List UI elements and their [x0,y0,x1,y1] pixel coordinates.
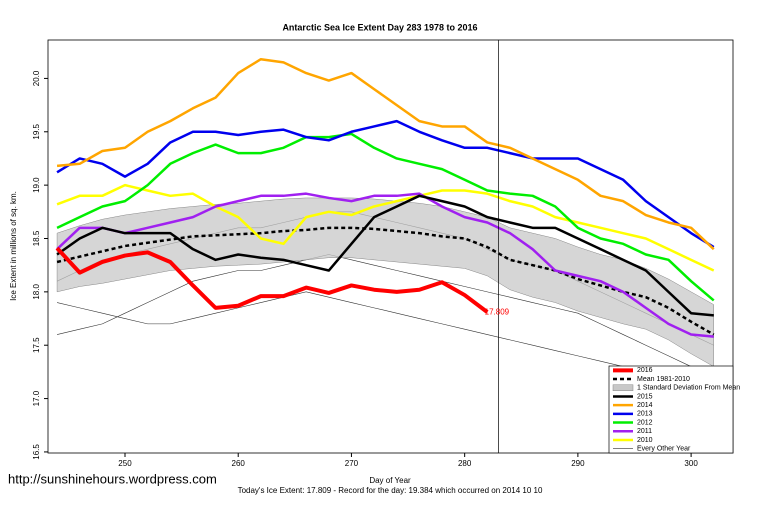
y-tick-label: 16.5 [32,444,41,460]
legend-label: 2014 [637,402,653,409]
watermark: http://sunshinehours.wordpress.com [8,471,217,486]
series-line [56,132,715,302]
subtitle: Today's Ice Extent: 17.809 - Record for … [238,486,543,495]
series-line [56,192,714,338]
other-year-line [56,291,714,410]
y-tick-label: 19.5 [32,123,41,139]
series-line [56,57,715,251]
x-tick-label: 300 [684,459,698,468]
other-year-line [56,254,714,378]
legend-label: 1 Standard Deviation From Mean [637,385,740,392]
annotation: 17.809 [485,307,510,316]
x-axis-label: Day of Year [369,476,411,485]
series-line [56,119,715,249]
y-tick-label: 18.0 [32,284,41,300]
plot-frame [47,39,734,454]
series-line [55,246,489,314]
chart-title: Antarctic Sea Ice Extent Day 283 1978 to… [282,22,477,32]
x-tick-label: 280 [458,459,472,468]
legend-label: Every Other Year [637,445,691,452]
x-tick-label: 290 [571,459,585,468]
y-tick-label: 18.5 [32,230,41,246]
y-tick-label: 17.0 [32,390,41,406]
legend-label: Mean 1981-2010 [637,376,690,383]
x-tick-label: 270 [345,459,359,468]
legend-label: 2011 [637,428,652,435]
legend-box [608,365,734,454]
series-line [56,226,715,336]
legend-swatch [612,384,634,391]
legend-label: 2016 [637,367,653,374]
x-tick-label: 260 [232,459,246,468]
y-tick-label: 19.0 [32,177,41,193]
legend-label: 2015 [637,393,653,400]
y-tick-label: 20.0 [32,70,41,86]
y-tick-label: 17.5 [32,337,41,353]
legend-label: 2013 [637,411,653,418]
legend-label: 2012 [637,419,653,426]
y-axis-label: Ice Extent in millions of sq. km. [9,191,18,301]
series-line [56,183,715,272]
legend-label: 2010 [637,437,653,444]
std-band [56,197,715,367]
series-line [56,194,714,317]
x-tick-label: 250 [118,459,132,468]
